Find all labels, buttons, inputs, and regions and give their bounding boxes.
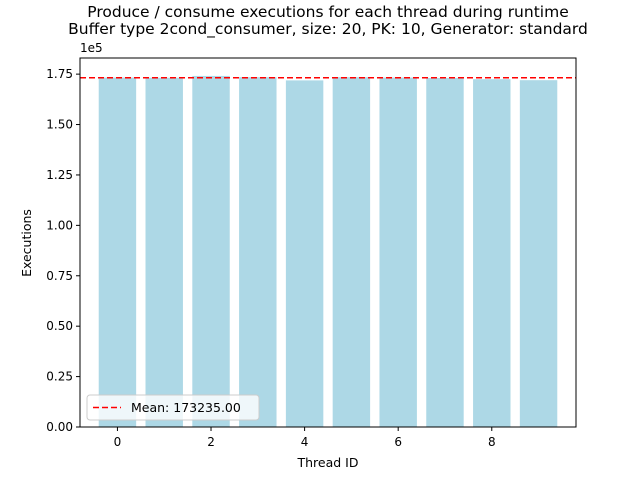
y-tick-label: 0.00 [46, 420, 73, 434]
bar-thread-2 [192, 75, 230, 428]
bars-group [98, 75, 558, 428]
bar-thread-9 [519, 80, 558, 427]
chart-title: Produce / consume executions for each th… [87, 3, 568, 21]
x-tick-label: 0 [114, 435, 122, 449]
y-tick-label: 1.25 [46, 168, 73, 182]
legend-box [86, 394, 260, 421]
legend-label: Mean: 173235.00 [131, 400, 241, 415]
legend: Mean: 173235.00 [86, 394, 260, 421]
y-tick-label: 0.25 [46, 370, 73, 384]
x-tick-label: 8 [488, 435, 496, 449]
y-scale-label: 1e5 [80, 41, 103, 55]
y-tick-label: 1.75 [46, 67, 73, 81]
bar-thread-3 [239, 77, 277, 428]
x-tick-label: 6 [394, 435, 402, 449]
bar-thread-5 [332, 77, 371, 428]
y-tick-label: 1.50 [46, 118, 73, 132]
chart-subtitle: Buffer type 2cond_consumer, size: 20, PK… [68, 20, 588, 39]
bar-thread-4 [285, 80, 324, 428]
bar-thread-7 [426, 77, 464, 428]
x-tick-label: 4 [301, 435, 309, 449]
x-axis-ticks: 0 2 4 6 8 [114, 427, 496, 449]
plot-frame [79, 57, 577, 428]
bar-thread-0 [98, 77, 137, 427]
y-tick-label: 1.00 [46, 218, 73, 232]
bar-thread-8 [473, 79, 511, 428]
x-tick-label: 2 [207, 435, 215, 449]
y-tick-label: 0.75 [46, 269, 73, 283]
bar-thread-6 [379, 77, 417, 427]
y-tick-label: 0.50 [46, 319, 73, 333]
x-axis-label: Thread ID [297, 455, 359, 470]
y-axis-label: Executions [19, 209, 34, 277]
bar-thread-1 [145, 77, 183, 428]
y-axis-ticks: 0.00 0.25 0.50 0.75 1.00 1.25 1.50 1.75 [46, 67, 80, 434]
